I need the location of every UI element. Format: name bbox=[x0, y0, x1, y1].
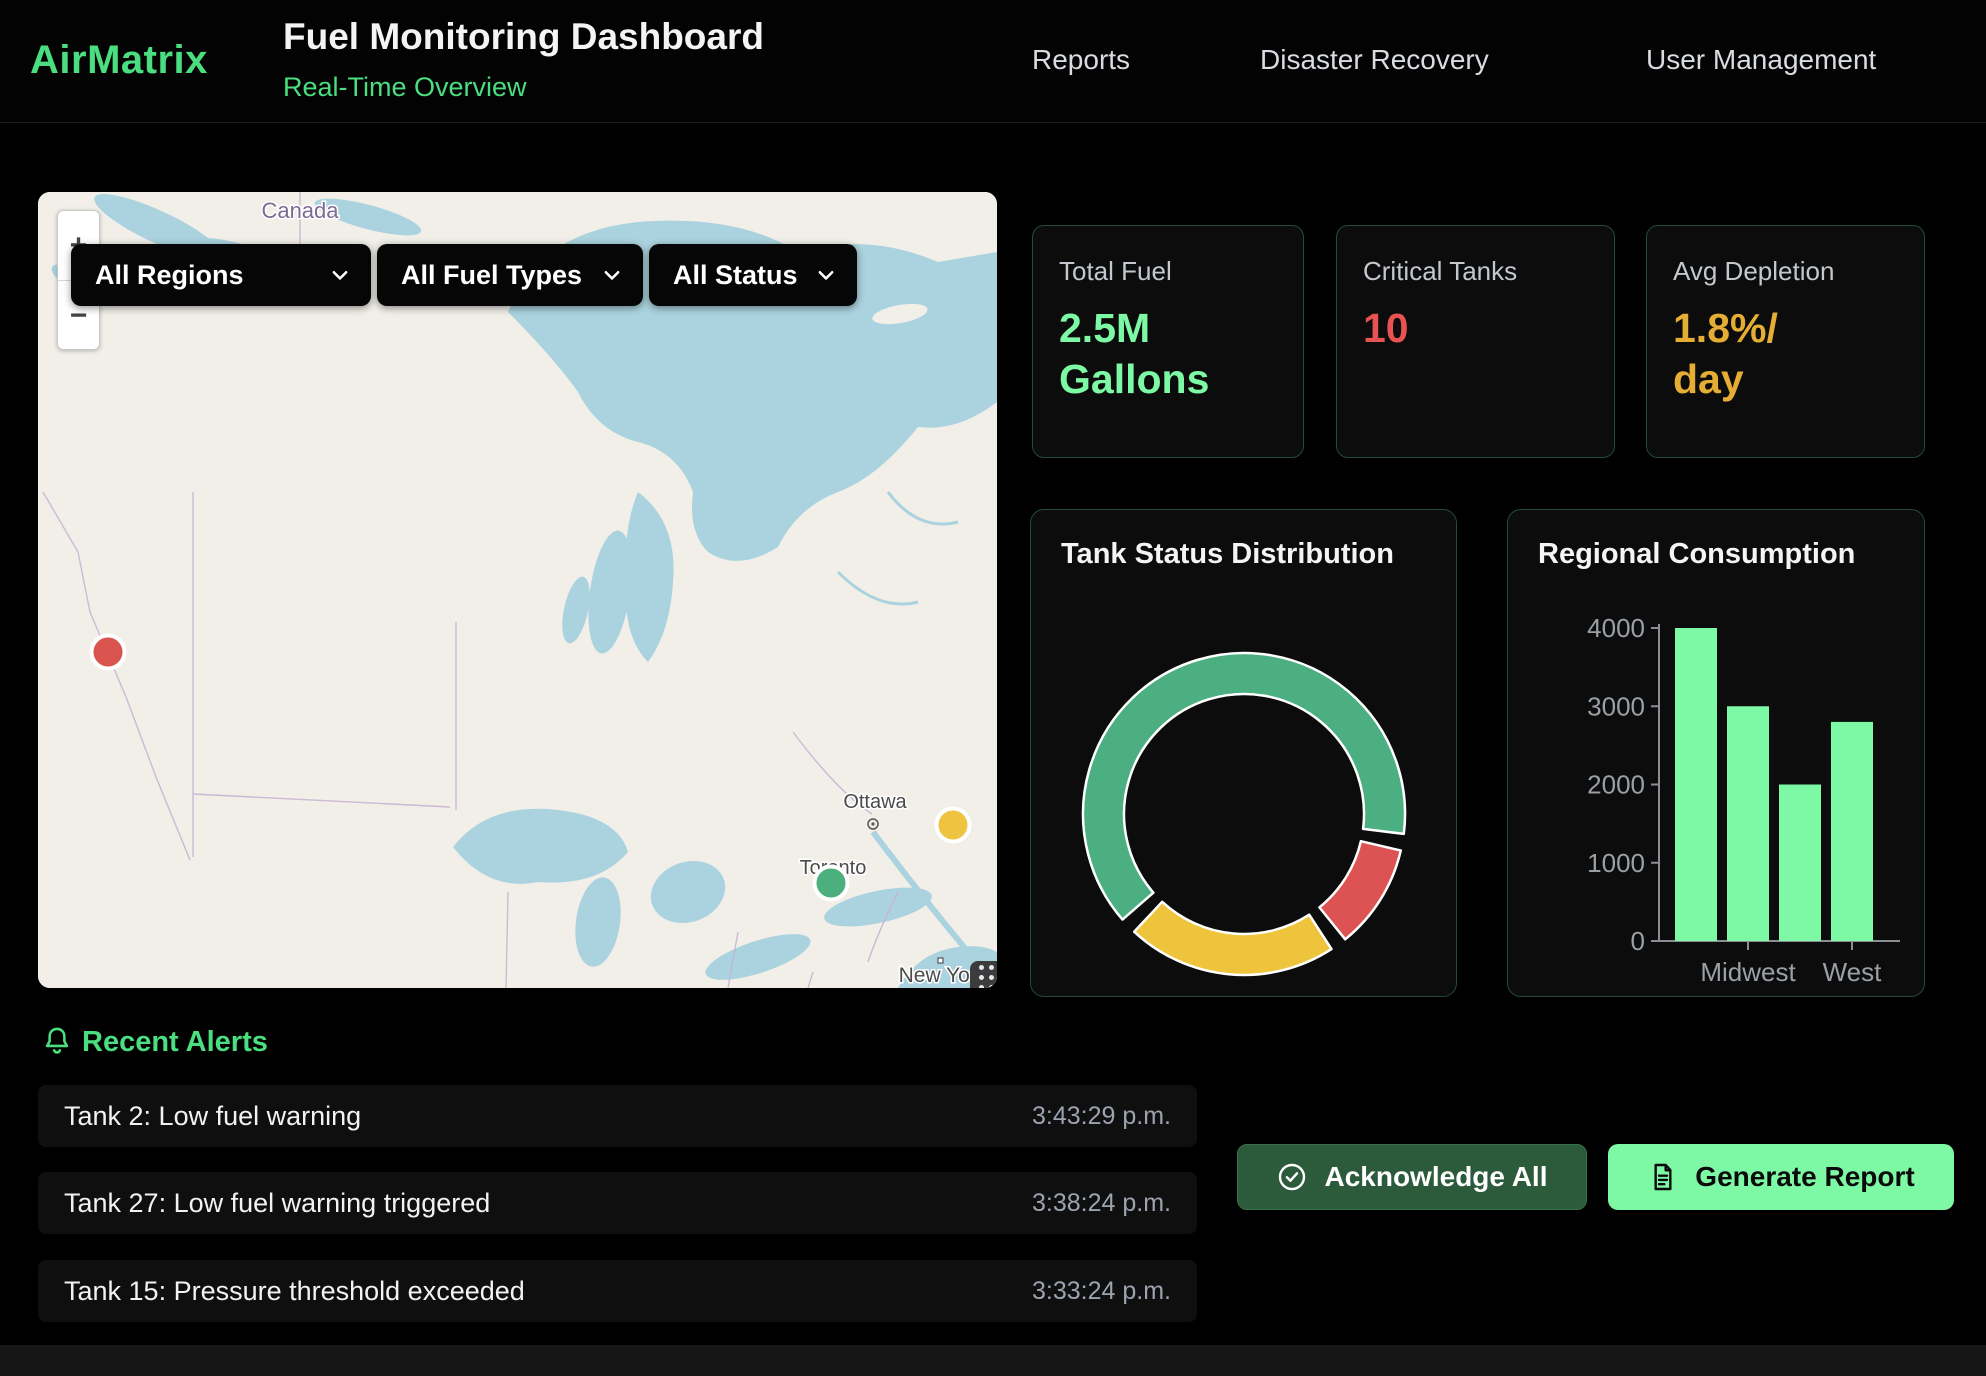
nav-item-user-management[interactable]: User Management bbox=[1646, 44, 1876, 76]
map-canvas: Canada Ottawa Toronto New York bbox=[38, 192, 997, 988]
stat-card-total-fuel: Total Fuel 2.5M Gallons bbox=[1032, 225, 1304, 458]
alert-row-1: Tank 2: Low fuel warning 3:43:29 p.m. bbox=[38, 1085, 1197, 1147]
city-label-ottawa: Ottawa bbox=[843, 791, 907, 813]
alert-time: 3:33:24 p.m. bbox=[1032, 1277, 1171, 1306]
country-label: Canada bbox=[261, 198, 339, 223]
tank-status-card: Tank Status Distribution bbox=[1030, 509, 1457, 997]
fuel-map[interactable]: Canada Ottawa Toronto New York + − All R… bbox=[38, 192, 997, 988]
donut-slice-critical bbox=[1319, 841, 1400, 939]
check-circle-icon bbox=[1276, 1161, 1308, 1193]
stat-value: 1.8%/ day bbox=[1673, 303, 1843, 406]
stat-card-avg-depletion: Avg Depletion 1.8%/ day bbox=[1646, 225, 1925, 458]
bottom-strip bbox=[0, 1345, 1986, 1376]
tank-status-title: Tank Status Distribution bbox=[1061, 538, 1394, 571]
alert-time: 3:43:29 p.m. bbox=[1032, 1102, 1171, 1131]
bar-region-1 bbox=[1675, 628, 1717, 941]
alert-row-2: Tank 27: Low fuel warning triggered 3:38:… bbox=[38, 1172, 1197, 1234]
bar-west bbox=[1831, 722, 1873, 941]
bell-icon bbox=[40, 1024, 74, 1058]
tank-marker-normal[interactable] bbox=[815, 867, 848, 900]
alert-message: Tank 27: Low fuel warning triggered bbox=[64, 1188, 490, 1219]
generate-report-button[interactable]: Generate Report bbox=[1608, 1144, 1954, 1210]
y-tick-label: 1000 bbox=[1587, 848, 1645, 878]
header: AirMatrix Fuel Monitoring Dashboard Real… bbox=[0, 0, 1986, 123]
alert-message: Tank 2: Low fuel warning bbox=[64, 1101, 361, 1132]
donut-slice-warning bbox=[1134, 902, 1331, 975]
alerts-heading: Recent Alerts bbox=[82, 1026, 268, 1059]
nav-item-reports[interactable]: Reports bbox=[1032, 44, 1130, 76]
stat-label: Total Fuel bbox=[1059, 256, 1277, 287]
alert-time: 3:38:24 p.m. bbox=[1032, 1189, 1171, 1218]
x-tick-label-midwest: Midwest bbox=[1700, 957, 1796, 987]
bar-region-3 bbox=[1779, 785, 1821, 942]
page-subtitle: Real-Time Overview bbox=[283, 72, 527, 103]
filter-value: All Status bbox=[673, 260, 798, 291]
document-icon bbox=[1647, 1161, 1679, 1193]
page-title: Fuel Monitoring Dashboard bbox=[283, 16, 764, 58]
stat-label: Avg Depletion bbox=[1673, 256, 1898, 287]
generate-report-label: Generate Report bbox=[1695, 1161, 1914, 1193]
chevron-down-icon bbox=[329, 264, 351, 286]
stat-card-critical-tanks: Critical Tanks 10 bbox=[1336, 225, 1615, 458]
map-resize-handle[interactable] bbox=[970, 961, 997, 988]
chevron-down-icon bbox=[815, 264, 837, 286]
filter-all-regions[interactable]: All Regions bbox=[71, 244, 371, 306]
filter-value: All Fuel Types bbox=[401, 260, 582, 291]
y-tick-label: 2000 bbox=[1587, 770, 1645, 800]
filter-all-status[interactable]: All Status bbox=[649, 244, 857, 306]
stat-value: 2.5M Gallons bbox=[1059, 303, 1229, 406]
filter-all-fuel-types[interactable]: All Fuel Types bbox=[377, 244, 643, 306]
tank-status-donut bbox=[1064, 634, 1424, 994]
y-tick-label: 3000 bbox=[1587, 691, 1645, 721]
app-logo: AirMatrix bbox=[30, 38, 208, 83]
dashboard-page: AirMatrix Fuel Monitoring Dashboard Real… bbox=[0, 0, 1986, 1376]
stat-value: 10 bbox=[1363, 303, 1533, 354]
y-tick-label: 0 bbox=[1631, 926, 1645, 956]
stat-label: Critical Tanks bbox=[1363, 256, 1588, 287]
regional-consumption-card: Regional Consumption 01000200030004000Mi… bbox=[1507, 509, 1925, 997]
x-tick-label-west: West bbox=[1823, 957, 1883, 987]
regional-consumption-chart: 0 1000 2000 3000 4000 Midwest West bbox=[1508, 510, 1926, 998]
alert-message: Tank 15: Pressure threshold exceeded bbox=[64, 1276, 525, 1307]
tank-marker-critical[interactable] bbox=[92, 636, 125, 669]
nav-item-disaster-recovery[interactable]: Disaster Recovery bbox=[1260, 44, 1489, 76]
filter-value: All Regions bbox=[95, 260, 244, 291]
acknowledge-all-label: Acknowledge All bbox=[1324, 1161, 1547, 1193]
acknowledge-all-button[interactable]: Acknowledge All bbox=[1237, 1144, 1587, 1210]
alert-row-3: Tank 15: Pressure threshold exceeded 3:33… bbox=[38, 1260, 1197, 1322]
chevron-down-icon bbox=[601, 264, 623, 286]
tank-marker-warning[interactable] bbox=[937, 809, 970, 842]
bar-midwest bbox=[1727, 706, 1769, 941]
y-tick-label: 4000 bbox=[1587, 613, 1645, 643]
